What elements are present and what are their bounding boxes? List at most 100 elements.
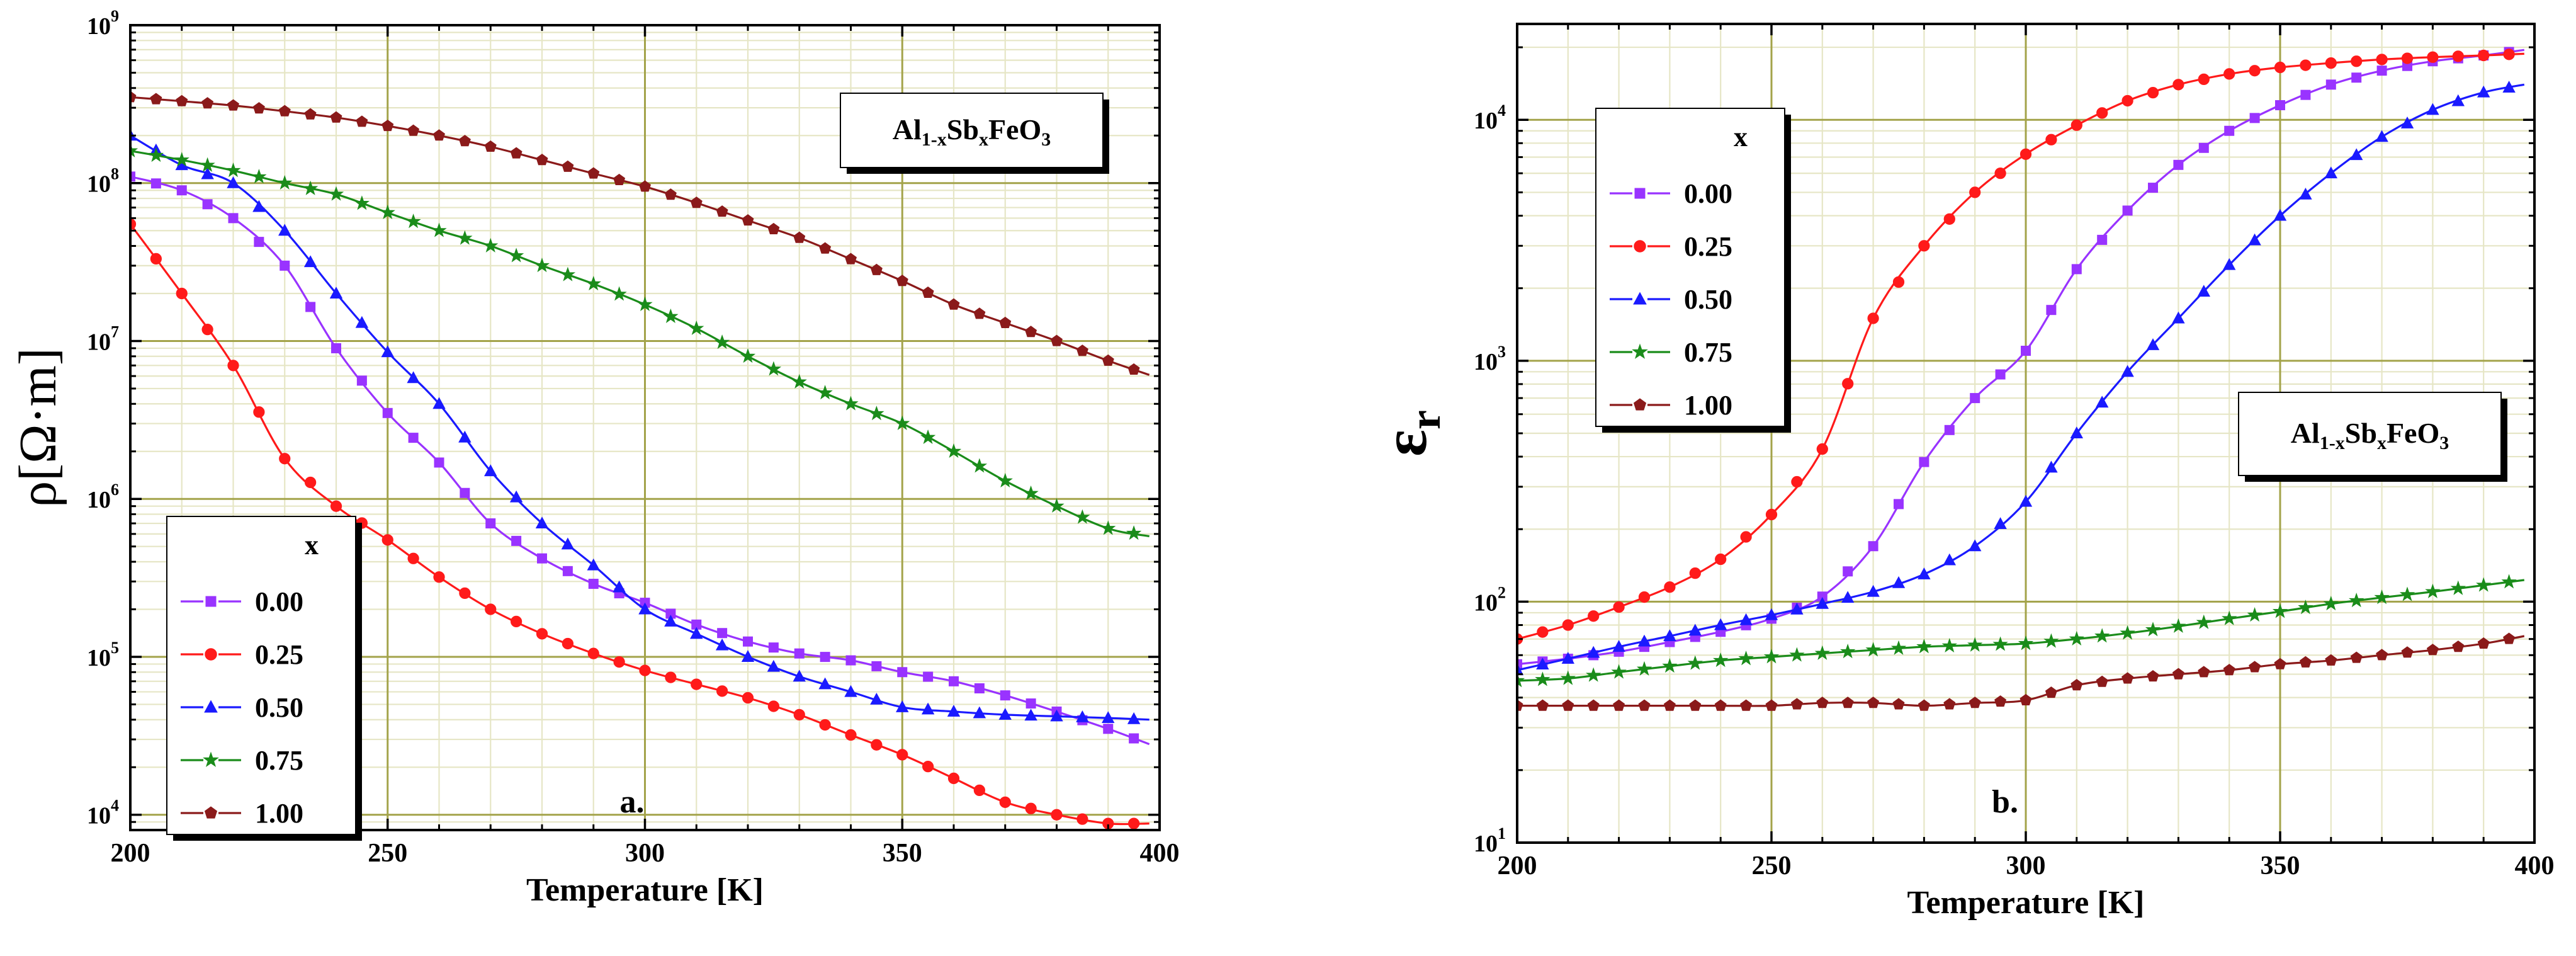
data-point bbox=[2197, 285, 2211, 297]
data-point bbox=[1023, 485, 1039, 501]
data-point bbox=[716, 205, 728, 217]
data-point bbox=[1763, 649, 1780, 664]
data-point bbox=[1561, 652, 1575, 664]
legend-marker bbox=[1632, 343, 1648, 359]
data-point bbox=[535, 516, 549, 529]
data-point bbox=[1867, 312, 1879, 324]
data-point bbox=[639, 664, 651, 676]
data-point bbox=[1738, 651, 1754, 666]
series-markers-1.00 bbox=[130, 91, 1140, 375]
data-point bbox=[2300, 59, 2312, 71]
legend-item-0.50: 0.50 bbox=[1610, 284, 1732, 315]
data-point bbox=[1051, 809, 1063, 821]
data-point bbox=[1969, 697, 1981, 708]
data-point bbox=[818, 677, 832, 690]
legend-title: x bbox=[1734, 122, 1748, 152]
data-point bbox=[793, 708, 805, 720]
data-point bbox=[2248, 233, 2261, 246]
data-point bbox=[793, 231, 806, 243]
data-point bbox=[484, 140, 497, 152]
panel-label: b. bbox=[1992, 784, 2018, 820]
panel-b-permittivity: 200 250 300 350 400 101 102 103 104 Temperature [… bbox=[1370, 23, 2555, 921]
legend-item-0.50: 0.50 bbox=[181, 692, 303, 723]
data-point bbox=[2147, 87, 2159, 99]
data-point bbox=[1100, 520, 1116, 535]
data-point bbox=[946, 443, 962, 458]
data-point bbox=[562, 566, 573, 576]
data-point bbox=[2222, 610, 2237, 625]
data-point bbox=[2376, 65, 2387, 76]
legend-box bbox=[1595, 108, 1785, 427]
data-point bbox=[227, 360, 239, 372]
data-point bbox=[1994, 167, 2006, 179]
data-point bbox=[201, 324, 213, 336]
legend-item-0.75: 0.75 bbox=[181, 745, 303, 776]
data-point bbox=[1025, 698, 1036, 709]
data-point bbox=[304, 108, 317, 120]
data-point bbox=[2223, 664, 2235, 676]
data-point bbox=[638, 602, 652, 615]
data-point bbox=[1970, 393, 1980, 404]
data-point bbox=[354, 195, 370, 210]
data-point bbox=[2145, 622, 2161, 637]
data-point bbox=[2401, 646, 2414, 658]
data-point bbox=[302, 180, 319, 195]
data-point bbox=[485, 603, 497, 615]
data-point bbox=[974, 683, 985, 693]
data-point bbox=[381, 534, 393, 546]
legend-item-0.75: 0.75 bbox=[1610, 337, 1732, 368]
data-point bbox=[1049, 498, 1065, 513]
data-point bbox=[2502, 81, 2516, 93]
data-point bbox=[817, 385, 833, 400]
data-point bbox=[278, 224, 291, 236]
compound-formula: Al1-xSbxFeO3 bbox=[893, 113, 1051, 150]
data-point bbox=[2173, 159, 2184, 170]
data-point bbox=[1790, 602, 1804, 615]
data-point bbox=[331, 343, 341, 353]
panel-label: a. bbox=[620, 784, 645, 820]
data-point bbox=[1076, 344, 1088, 356]
data-point bbox=[1127, 712, 1141, 724]
data-point bbox=[330, 111, 342, 123]
data-point bbox=[228, 213, 239, 224]
data-point bbox=[1816, 697, 1829, 708]
data-point bbox=[587, 647, 599, 659]
data-point bbox=[999, 316, 1012, 328]
data-point bbox=[2324, 166, 2338, 179]
y-tick-label: 107 bbox=[87, 322, 119, 355]
data-point bbox=[1612, 640, 1625, 652]
data-point bbox=[765, 361, 782, 376]
data-point bbox=[2198, 666, 2210, 678]
data-point bbox=[356, 115, 368, 127]
data-point bbox=[1840, 644, 1856, 659]
data-point bbox=[509, 490, 523, 503]
legend-marker bbox=[1634, 188, 1646, 199]
data-point bbox=[561, 537, 575, 550]
data-point bbox=[1867, 584, 1880, 597]
data-point bbox=[1687, 655, 1703, 670]
data-point bbox=[1816, 443, 1828, 455]
data-point bbox=[1128, 817, 1140, 829]
data-point bbox=[2071, 264, 2082, 275]
data-point bbox=[2222, 258, 2236, 270]
legend-label: 0.50 bbox=[255, 692, 303, 723]
data-point bbox=[1890, 640, 1907, 655]
series-markers-0.75 bbox=[1517, 574, 2517, 688]
series-group bbox=[1517, 47, 2525, 711]
data-point bbox=[1995, 369, 2006, 380]
data-point bbox=[2426, 103, 2439, 115]
data-point bbox=[2020, 148, 2032, 160]
data-point bbox=[227, 176, 240, 188]
x-tick-label: 400 bbox=[2515, 851, 2555, 880]
data-point bbox=[2425, 583, 2441, 598]
data-point bbox=[1537, 626, 1549, 638]
data-point bbox=[742, 214, 754, 226]
data-point bbox=[174, 152, 189, 167]
data-point bbox=[460, 487, 470, 498]
data-point bbox=[869, 406, 884, 421]
y-tick-label: 101 bbox=[1474, 824, 1506, 857]
data-point bbox=[1517, 659, 1522, 669]
data-point bbox=[305, 476, 317, 489]
data-point bbox=[431, 222, 447, 237]
